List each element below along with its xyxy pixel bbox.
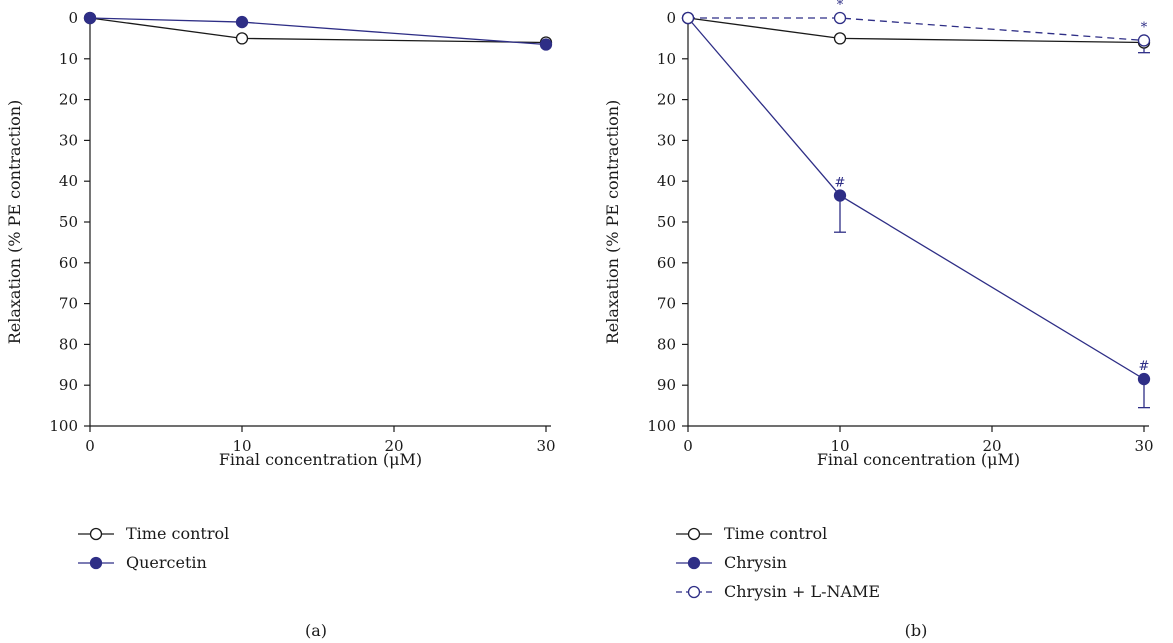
series-line-0 — [89, 17, 547, 44]
y-tick-label: 60 — [657, 254, 676, 272]
significance-mark: * — [1141, 20, 1148, 35]
y-tick-label: 0 — [666, 9, 676, 27]
legend-label: Chrysin — [724, 553, 787, 572]
y-tick-label: 60 — [59, 254, 78, 272]
x-tick-label: 20 — [384, 437, 403, 455]
y-tick-label: 80 — [657, 335, 676, 353]
legend-label: Chrysin + L-NAME — [724, 582, 880, 601]
significance-mark: * — [837, 0, 844, 13]
y-tick-label: 90 — [657, 376, 676, 394]
panel-label: (a) — [305, 621, 327, 640]
x-tick-label: 30 — [536, 437, 555, 455]
significance-mark: # — [835, 175, 846, 190]
y-tick-label: 40 — [59, 172, 78, 190]
significance-mark: # — [1139, 359, 1150, 374]
data-point — [833, 32, 847, 45]
y-tick-label: 70 — [657, 295, 676, 313]
y-tick-label: 90 — [59, 376, 78, 394]
y-tick-label: 70 — [59, 295, 78, 313]
data-point — [539, 38, 553, 51]
data-point — [235, 32, 249, 45]
chart-panel-a: 0 10 20 30 40 50 60 70 80 90 100 0 10 20 30 Final conce… — [5, 9, 556, 640]
x-tick-label: 10 — [830, 437, 849, 455]
legend-marker — [687, 527, 701, 541]
y-axis-label: Relaxation (% PE contraction) — [603, 100, 622, 345]
series-line-2 — [688, 17, 1145, 42]
y-tick-label: 50 — [657, 213, 676, 231]
legend-marker — [687, 585, 701, 599]
y-tick-label: 50 — [59, 213, 78, 231]
series-line-1 — [687, 17, 1145, 380]
data-point — [1137, 372, 1151, 386]
legend-label: Time control — [724, 524, 827, 543]
x-axis-label: Final concentration (μM) — [219, 450, 422, 469]
x-tick-label: 10 — [232, 437, 251, 455]
data-point — [833, 11, 847, 25]
data-point — [681, 11, 695, 25]
y-tick-label: 100 — [49, 417, 78, 435]
y-tick-label: 10 — [657, 50, 676, 68]
series-line-0 — [687, 17, 1145, 44]
legend-label: Quercetin — [126, 553, 207, 572]
legend-label: Time control — [126, 524, 229, 543]
chart-panel-b: 0 10 20 30 40 50 60 70 80 90 100 0 10 20 30 Final conce… — [603, 0, 1154, 640]
x-tick-label: 30 — [1134, 437, 1153, 455]
data-point — [83, 11, 97, 25]
legend-marker — [89, 527, 103, 541]
legend-marker — [89, 556, 103, 570]
y-axis-label: Relaxation (% PE contraction) — [5, 100, 24, 345]
x-tick-label: 0 — [85, 437, 95, 455]
panel-label: (b) — [905, 621, 928, 640]
legend-marker — [687, 556, 701, 570]
series-line-1 — [89, 17, 547, 46]
x-tick-label: 20 — [982, 437, 1001, 455]
y-tick-label: 0 — [68, 9, 78, 27]
y-tick-label: 100 — [647, 417, 676, 435]
x-axis-label: Final concentration (μM) — [817, 450, 1020, 469]
y-tick-label: 80 — [59, 335, 78, 353]
data-point — [235, 15, 249, 29]
x-tick-label: 0 — [683, 437, 693, 455]
y-tick-label: 10 — [59, 50, 78, 68]
y-tick-label: 30 — [657, 131, 676, 149]
y-tick-label: 20 — [59, 91, 78, 109]
data-point — [1137, 34, 1151, 47]
y-tick-label: 30 — [59, 131, 78, 149]
y-tick-label: 20 — [657, 91, 676, 109]
data-point — [833, 189, 847, 202]
y-tick-label: 40 — [657, 172, 676, 190]
